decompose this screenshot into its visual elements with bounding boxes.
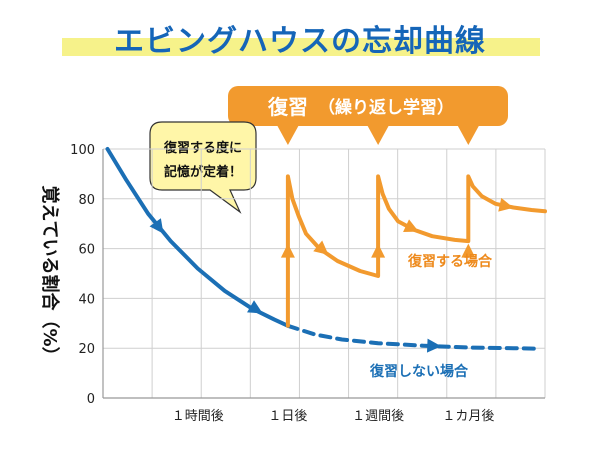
- arrow-up-icon: [371, 243, 386, 258]
- arrow-icon: [426, 338, 442, 353]
- chart-title: エビングハウスの忘却曲線: [114, 24, 486, 59]
- arrow-icon: [403, 219, 419, 233]
- speech-bubble: 復習する度に 記憶が定着！: [149, 121, 257, 214]
- arrow-icon: [247, 300, 263, 314]
- arrow-icon: [498, 197, 514, 212]
- banner-pointers: [276, 125, 480, 145]
- speech-bubble-line-2: 記憶が定着！: [164, 164, 242, 180]
- y-tick-label: 60: [78, 243, 95, 258]
- y-tick-label: 0: [87, 392, 95, 407]
- series-no-review-line: [105, 147, 290, 328]
- title-highlight: [62, 38, 540, 56]
- series: [105, 147, 547, 353]
- arrow-icon: [313, 240, 329, 255]
- banner-pointer: [367, 125, 390, 145]
- x-tick-label: １週間後: [352, 409, 404, 424]
- series-label-no-review: 復習しない場合: [369, 363, 469, 380]
- y-tick-label: 100: [70, 143, 95, 158]
- x-tick-label: １カ月後: [442, 409, 494, 424]
- y-axis-label: 覚えている割合（%）: [39, 185, 61, 364]
- series-label-review: 復習する場合: [407, 253, 493, 270]
- banner-pointer: [457, 125, 480, 145]
- speech-bubble-shape: [149, 121, 257, 214]
- review-banner: 復習 （繰り返し学習）: [228, 86, 508, 126]
- y-tick-label: 80: [78, 193, 95, 208]
- arrow-up-icon: [461, 243, 476, 258]
- series-no-review-dashed: [285, 323, 543, 351]
- review-banner-sub: （繰り返し学習）: [318, 97, 454, 118]
- review-banner-box: [228, 86, 508, 126]
- arrow-up-icon: [280, 243, 295, 258]
- x-tick-label: １日後: [268, 409, 307, 424]
- y-tick-label: 20: [78, 342, 95, 357]
- speech-bubble-line-1: 復習する度に: [163, 140, 242, 156]
- y-tick-label: 40: [78, 292, 95, 307]
- axes: 100 80 60 40 20 0 １時間後 １日後 １週間後 １カ月後: [70, 143, 545, 424]
- arrow-icon: [149, 218, 164, 234]
- review-banner-main: 復習: [267, 95, 308, 119]
- grid: [102, 148, 546, 399]
- banner-pointer: [276, 125, 299, 145]
- x-tick-label: １時間後: [172, 409, 224, 424]
- series-review-line: [285, 174, 547, 328]
